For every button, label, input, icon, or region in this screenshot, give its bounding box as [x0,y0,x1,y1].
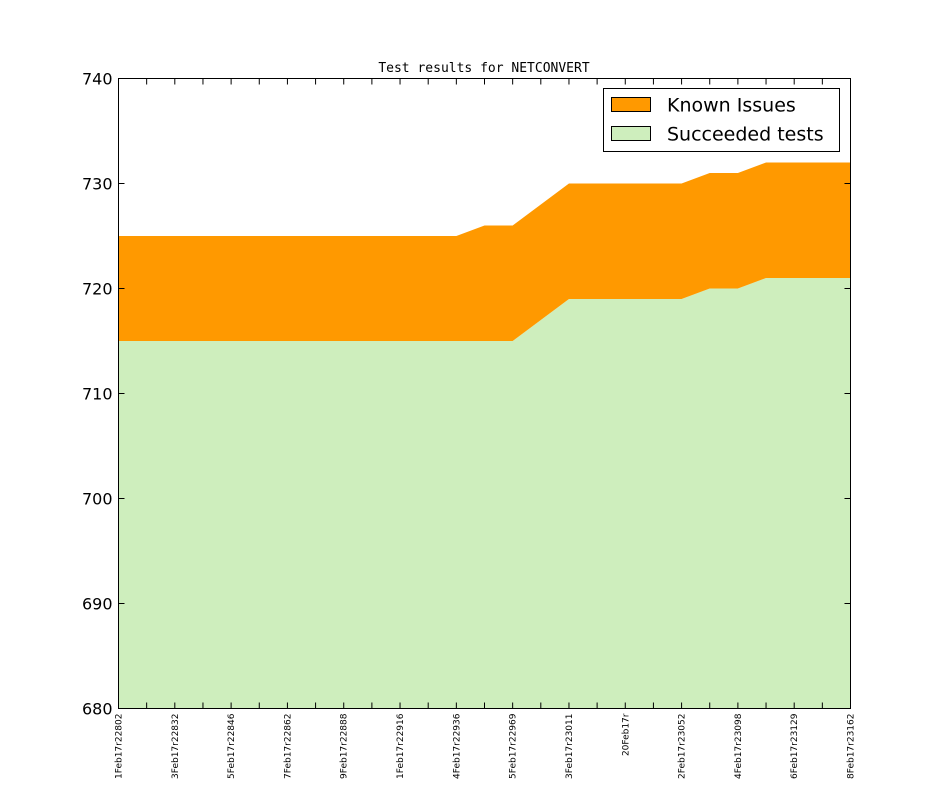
y-axis: 680 690 700 710 720 730 740 [82,70,851,719]
x-axis: 1Feb17r22802 3Feb17r22832 5Feb17r22846 7Feb… [115,78,857,779]
legend-label: Succeeded tests [667,124,824,146]
y-tick-label: 680 [82,700,113,719]
area-succeeded-tests [118,278,851,709]
y-tick-label: 730 [82,175,113,194]
x-tick-label: 7Feb17r22862 [283,714,293,779]
x-tick-label: 20Feb17r [621,713,631,756]
chart-title: Test results for NETCONVERT [378,61,589,76]
legend-label: Known Issues [667,95,796,117]
x-tick-label: 8Feb17r23162 [847,714,857,779]
x-tick-label: 3Feb17r22832 [171,714,181,779]
legend: Known Issues Succeeded tests [603,88,840,152]
x-tick-label: 5Feb17r22969 [509,713,519,779]
x-tick-label: 6Feb17r23129 [790,713,800,779]
legend-swatch [611,97,651,112]
x-tick-label: 1Feb17r22916 [396,713,406,779]
legend-swatch [611,126,651,141]
x-tick-label: 4Feb17r23098 [734,713,744,779]
x-tick-label: 4Feb17r22936 [452,713,462,779]
x-tick-label: 1Feb17r22802 [115,714,125,779]
x-tick-label: 9Feb17r22888 [340,713,350,779]
plot-areas [118,162,851,709]
y-tick-label: 690 [82,595,113,614]
x-tick-label: 5Feb17r22846 [227,713,237,779]
y-tick-label: 720 [82,280,113,299]
y-tick-label: 710 [82,385,113,404]
y-tick-label: 700 [82,490,113,509]
y-tick-label: 740 [82,70,113,89]
x-tick-label: 3Feb17r23011 [565,714,575,779]
area-known-issues [118,162,851,341]
x-tick-label: 2Feb17r23052 [678,714,688,779]
